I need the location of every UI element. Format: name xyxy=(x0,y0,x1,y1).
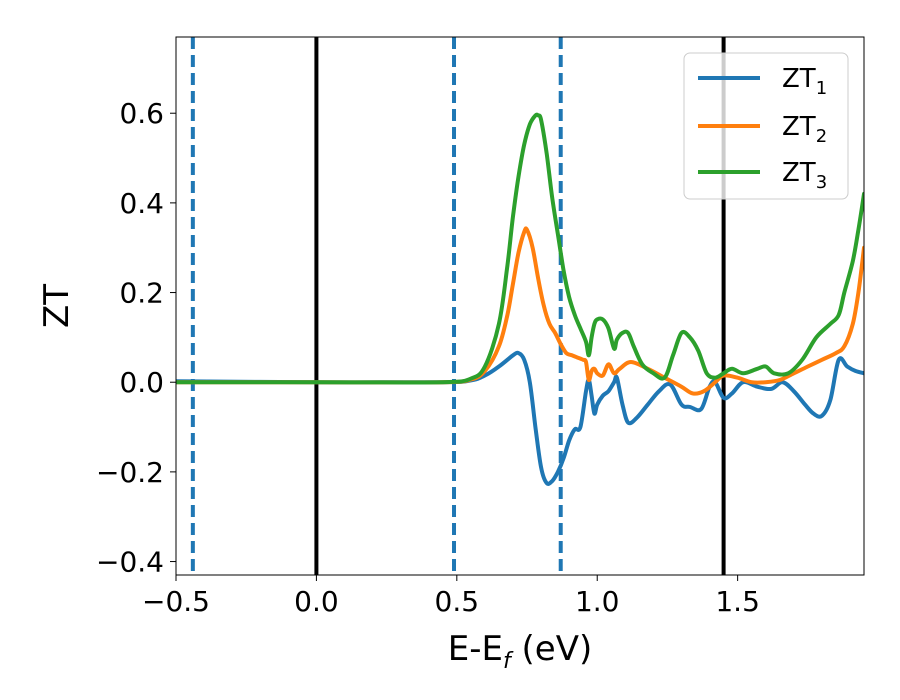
legend-box xyxy=(683,52,849,200)
series-layer xyxy=(176,112,864,486)
y-tick-label-0: −0.4 xyxy=(96,546,164,579)
y-tick-label-4: 0.4 xyxy=(119,187,164,220)
y-axis-ticks: −0.4 −0.2 0.0 0.2 0.4 0.6 xyxy=(96,97,176,579)
y-axis-label: ZT xyxy=(37,284,77,328)
legend: ZT1 ZT2 ZT3 xyxy=(683,52,849,200)
y-tick-label-3: 0.2 xyxy=(119,277,164,310)
y-tick-label-5: 0.6 xyxy=(119,97,164,130)
x-tick-label-2: 0.5 xyxy=(435,585,480,618)
plot-frame xyxy=(175,36,865,576)
y-tick-label-2: 0.0 xyxy=(119,366,164,399)
x-tick-label-3: 1.0 xyxy=(575,585,620,618)
series-line-zt1 xyxy=(176,350,864,486)
series-line-zt3 xyxy=(176,112,864,385)
series-line-zt2 xyxy=(176,226,864,396)
legend-label-zt3: ZT3 xyxy=(782,158,827,193)
y-tick-label-1: −0.2 xyxy=(96,456,164,489)
x-axis-label: E-Ef (eV) xyxy=(448,629,593,674)
x-tick-label-0: −0.5 xyxy=(142,585,210,618)
legend-label-zt2: ZT2 xyxy=(782,112,827,147)
legend-label-zt1: ZT1 xyxy=(782,64,827,99)
x-tick-label-4: 1.5 xyxy=(715,585,760,618)
x-axis-ticks: −0.5 0.0 0.5 1.0 1.5 xyxy=(142,575,760,618)
x-tick-label-1: 0.0 xyxy=(294,585,339,618)
reference-lines xyxy=(190,37,726,575)
